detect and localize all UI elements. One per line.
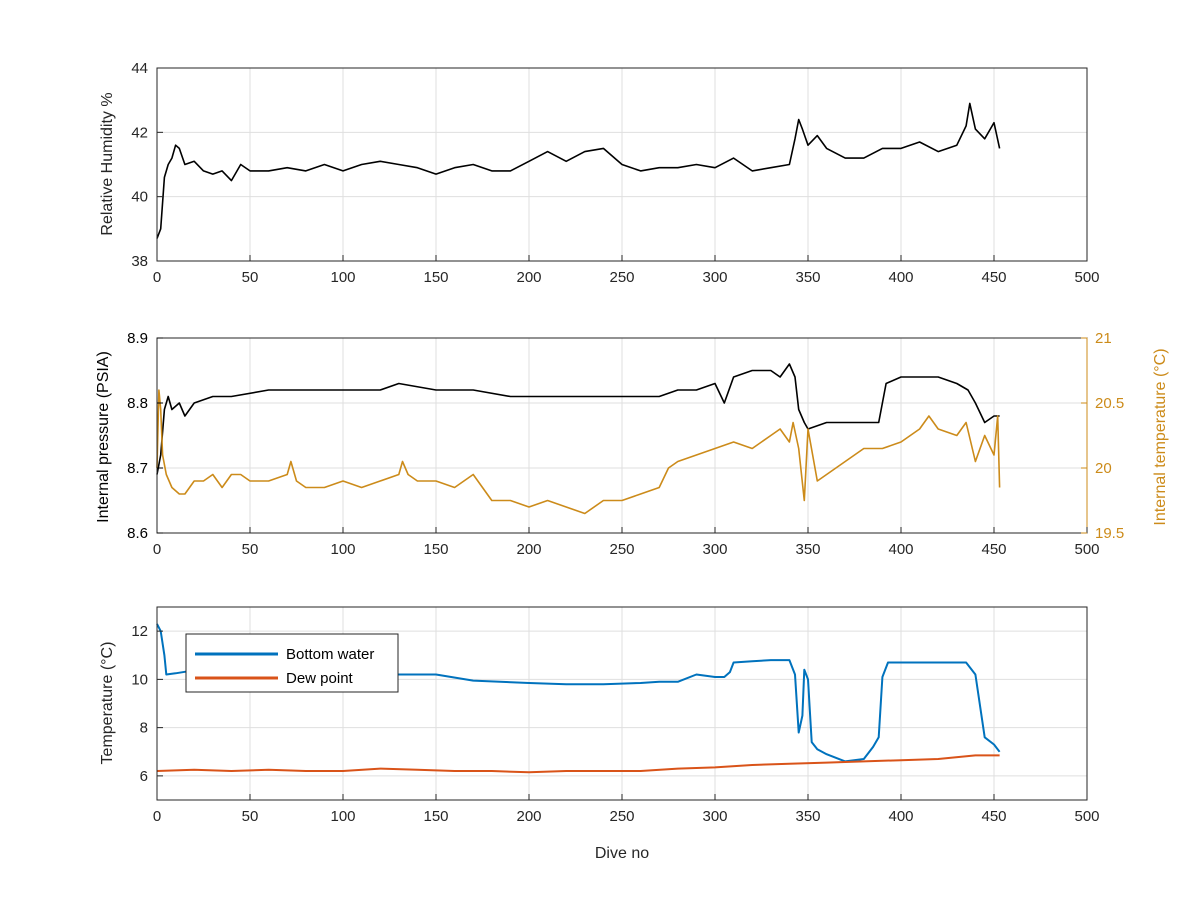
y-tick-label: 6 <box>140 768 148 785</box>
panel-3-y-axis-label: Temperature (°C) <box>99 642 116 765</box>
y2-tick-label: 19.5 <box>1095 525 1124 542</box>
x-tick-label: 150 <box>423 808 448 825</box>
x-tick-label: 400 <box>888 808 913 825</box>
panel-3-x-ticks: 0 50 100 150 200 250 300 350 400 450 500 <box>153 794 1100 825</box>
x-tick-label: 200 <box>516 269 541 286</box>
legend-label-bottom-water: Bottom water <box>286 646 374 663</box>
x-tick-label: 400 <box>888 541 913 558</box>
x-tick-label: 150 <box>423 541 448 558</box>
panel-1-x-ticks: 0 50 100 150 200 250 300 350 400 450 500 <box>153 255 1100 286</box>
y2-tick-label: 20.5 <box>1095 395 1124 412</box>
x-tick-label: 0 <box>153 541 161 558</box>
x-tick-label: 450 <box>981 269 1006 286</box>
y2-tick-label: 20 <box>1095 460 1112 477</box>
x-tick-label: 450 <box>981 541 1006 558</box>
panel-2-right-y-axis-label: Internal temperature (°C) <box>1152 348 1169 525</box>
panel-3-x-axis-label: Dive no <box>595 845 649 862</box>
panel-2-series-1-line <box>156 363 1000 475</box>
x-tick-label: 50 <box>242 808 259 825</box>
x-tick-label: 100 <box>330 808 355 825</box>
panel-1-y-ticks: 38 40 42 44 <box>131 60 163 270</box>
panel-1: 0 50 100 150 200 250 300 350 400 450 500 38404244 … <box>99 60 1100 286</box>
panel-2-x-ticks: 0 50 100 150 200 250 300 350 400 450 500 <box>153 527 1100 558</box>
x-tick-label: 50 <box>242 269 259 286</box>
y-tick-label: 10 <box>131 671 148 688</box>
panel-1-series <box>156 102 1001 239</box>
panel-3-grid <box>156 607 1088 800</box>
y-tick-label: 12 <box>131 623 148 640</box>
y-tick-label: 38 <box>131 253 148 270</box>
x-tick-label: 500 <box>1074 269 1099 286</box>
x-tick-label: 350 <box>795 808 820 825</box>
panel-2-y-axis-label: Internal pressure (PSIA) <box>95 351 112 523</box>
x-tick-label: 200 <box>516 541 541 558</box>
legend-box <box>185 633 399 693</box>
panel-2-series <box>156 363 1001 515</box>
y-tick-label: 8.8 <box>127 395 148 412</box>
y-tick-label: 42 <box>131 124 148 141</box>
y2-tick-label: 21 <box>1095 330 1112 347</box>
panel-2-series-2-line <box>156 389 1001 515</box>
y-tick-label: 8 <box>140 720 148 737</box>
panel-3-dew-point-line <box>156 754 1000 774</box>
x-tick-label: 500 <box>1074 808 1099 825</box>
panel-3-y-ticks: 6 8 10 12 <box>131 623 163 785</box>
legend-label-dew-point: Dew point <box>286 670 354 687</box>
x-tick-label: 450 <box>981 808 1006 825</box>
x-tick-label: 100 <box>330 269 355 286</box>
y-tick-label: 40 <box>131 189 148 206</box>
panel-2: 0 50 100 150 200 250 300 350 400 450 500 8.6 8.7 8.8… <box>95 330 1169 558</box>
x-tick-label: 0 <box>153 808 161 825</box>
x-tick-label: 50 <box>242 541 259 558</box>
x-tick-label: 300 <box>702 808 727 825</box>
x-tick-label: 500 <box>1074 541 1099 558</box>
panel-3: 0 50 100 150 200 250 300 350 400 450 500 6 8 10 12 Te… <box>99 606 1100 862</box>
panel-2-left-y-ticks: 8.6 8.7 8.8 8.9 <box>127 330 163 542</box>
y-tick-label: 8.6 <box>127 525 148 542</box>
y-tick-label: 8.9 <box>127 330 148 347</box>
x-tick-label: 150 <box>423 269 448 286</box>
y-tick-label: 44 <box>131 60 148 77</box>
x-tick-label: 350 <box>795 269 820 286</box>
x-tick-label: 400 <box>888 269 913 286</box>
y-tick-label: 8.7 <box>127 460 148 477</box>
x-tick-label: 300 <box>702 541 727 558</box>
panel-1-y-axis-label: Relative Humidity % <box>99 92 116 235</box>
panel-2-right-y-ticks: 19.5 20 20.5 21 <box>1081 330 1124 542</box>
x-tick-label: 250 <box>609 269 634 286</box>
x-tick-label: 350 <box>795 541 820 558</box>
x-tick-label: 250 <box>609 808 634 825</box>
x-tick-label: 100 <box>330 541 355 558</box>
x-tick-label: 0 <box>153 269 161 286</box>
x-tick-label: 250 <box>609 541 634 558</box>
x-tick-label: 300 <box>702 269 727 286</box>
panel-1-series-1-line <box>156 102 1001 239</box>
panel-3-legend: Bottom water Dew point <box>185 633 399 693</box>
x-tick-label: 200 <box>516 808 541 825</box>
